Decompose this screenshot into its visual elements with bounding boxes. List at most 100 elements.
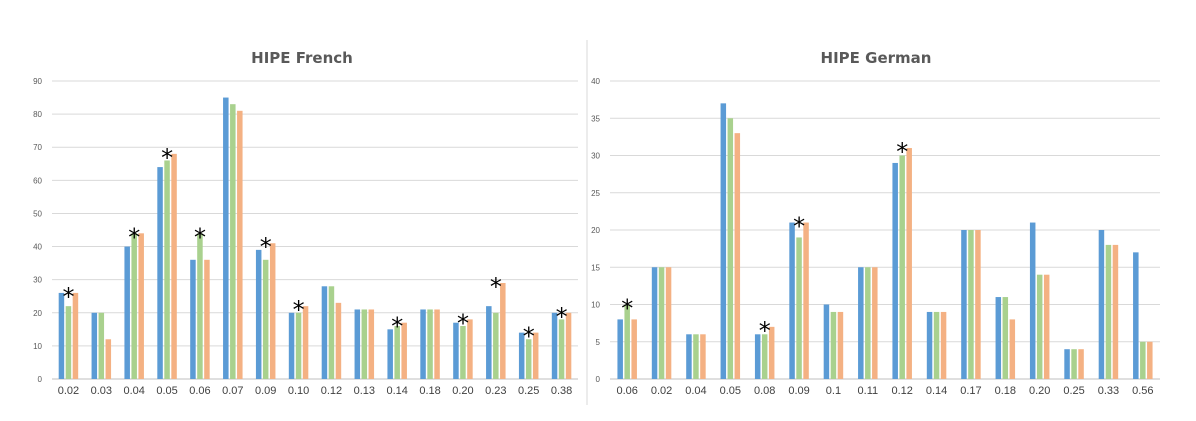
bar-series-3 <box>368 309 375 379</box>
bar-series-3 <box>237 110 243 380</box>
bar-series-2 <box>262 259 269 379</box>
y-tick-label: 40 <box>591 77 600 86</box>
bar-series-1 <box>288 312 295 379</box>
bar-series-1 <box>617 319 623 379</box>
bar-series-2 <box>1002 297 1009 379</box>
significance-asterisk: * <box>523 323 535 351</box>
x-tick-label: 0.02 <box>651 385 672 397</box>
bar-series-1 <box>551 312 558 379</box>
bar-series-1 <box>157 167 163 379</box>
x-tick-label: 0.08 <box>754 385 775 397</box>
bar-series-3 <box>975 230 981 379</box>
y-tick-label: 10 <box>33 342 42 351</box>
bar-series-2 <box>968 230 974 379</box>
x-tick-label: 0.05 <box>156 385 177 397</box>
x-tick-label: 0.12 <box>321 385 342 397</box>
bar-series-3 <box>906 148 912 379</box>
bar-series-3 <box>335 302 342 379</box>
significance-asterisk: * <box>896 138 908 166</box>
bar-series-2 <box>727 118 734 379</box>
bar-series-3 <box>532 332 539 379</box>
chart-hipe-german: HIPE German 0 5 10 15 20 25 30 35 40 0.06 0.02 0.04 0… <box>591 49 1160 397</box>
bar-series-2 <box>295 312 302 379</box>
bar-series-2 <box>658 267 665 379</box>
bar-series-2 <box>1036 274 1043 379</box>
bar-series-1 <box>255 249 262 379</box>
significance-asterisk: * <box>457 309 469 337</box>
bar-series-3 <box>768 326 775 379</box>
x-tick-label: 0.20 <box>452 385 473 397</box>
x-tick-label: 0.25 <box>1063 385 1084 397</box>
bar-series-2 <box>796 237 802 379</box>
bar-series-3 <box>700 334 706 379</box>
bar-series-1 <box>91 312 98 379</box>
bar-series-1 <box>754 334 761 379</box>
bar-series-2 <box>1071 349 1077 379</box>
significance-asterisk: * <box>490 273 502 301</box>
x-tick-label: 0.03 <box>91 385 112 397</box>
bar-series-2 <box>65 306 72 379</box>
significance-asterisk: * <box>793 213 805 241</box>
bar-series-1 <box>58 292 65 379</box>
y-tick-label: 0 <box>38 375 43 384</box>
bar-series-2 <box>1105 244 1112 379</box>
bar-series-2 <box>525 339 532 379</box>
x-tick-label: 0.14 <box>386 385 407 397</box>
bar-series-2 <box>460 326 466 379</box>
x-tick-label: 0.09 <box>255 385 276 397</box>
bar-series-2 <box>131 233 137 379</box>
bar-series-2 <box>328 286 335 379</box>
bar-series-3 <box>872 267 878 379</box>
y-tick-label: 70 <box>33 143 42 152</box>
bar-series-2 <box>493 312 499 379</box>
bar-series-2 <box>830 311 837 379</box>
y-tick-label: 5 <box>596 338 601 347</box>
bar-series-1 <box>789 222 795 379</box>
y-tick-label: 80 <box>33 110 42 119</box>
x-tick-label: 0.06 <box>616 385 637 397</box>
y-tick-label: 90 <box>33 77 42 86</box>
bar-series-2 <box>164 160 170 379</box>
bar-series-2 <box>899 155 905 379</box>
x-tick-label: 0.02 <box>58 385 79 397</box>
x-tick-label: 0.07 <box>222 385 243 397</box>
bar-series-3 <box>837 311 844 379</box>
bar-series-3 <box>734 133 741 379</box>
x-tick-label: 0.17 <box>960 385 981 397</box>
x-tick-label: 0.04 <box>685 385 706 397</box>
bar-series-2 <box>427 309 433 379</box>
significance-asterisk: * <box>556 303 568 331</box>
bar-series-2 <box>394 326 400 379</box>
y-tick-label: 15 <box>591 263 600 272</box>
bar-series-3 <box>665 267 672 379</box>
x-tick-label: 0.25 <box>518 385 539 397</box>
bar-series-2 <box>558 319 565 379</box>
bar-series-3 <box>138 233 144 379</box>
bar-series-2 <box>761 334 768 379</box>
significance-asterisk: * <box>260 233 272 261</box>
y-tick-label: 50 <box>33 209 42 218</box>
bar-series-2 <box>693 334 699 379</box>
bar-series-1 <box>1029 222 1036 379</box>
y-tick-label: 60 <box>33 176 42 185</box>
y-tick-label: 20 <box>33 309 42 318</box>
bar-series-1 <box>1064 349 1070 379</box>
bar-series-3 <box>1009 319 1016 379</box>
x-tick-label: 0.33 <box>1098 385 1119 397</box>
x-tick-label: 0.12 <box>891 385 912 397</box>
bar-series-1 <box>124 246 130 379</box>
chart-title: HIPE French <box>251 49 353 67</box>
bar-series-3 <box>171 153 177 379</box>
x-tick-label: 0.1 <box>826 385 841 397</box>
bar-series-2 <box>933 311 940 379</box>
bar-series-1 <box>1133 252 1139 379</box>
chart-hipe-french: HIPE French 0 10 20 30 40 50 60 70 80 90 0.02 0.03 0.… <box>33 49 578 397</box>
x-tick-label: 0.09 <box>788 385 809 397</box>
bar-series-1 <box>486 306 492 379</box>
x-tick-label: 0.23 <box>485 385 506 397</box>
x-tick-label: 0.20 <box>1029 385 1050 397</box>
x-tick-label: 0.14 <box>926 385 947 397</box>
bar-series-1 <box>321 286 328 379</box>
bar-series-1 <box>892 162 898 379</box>
